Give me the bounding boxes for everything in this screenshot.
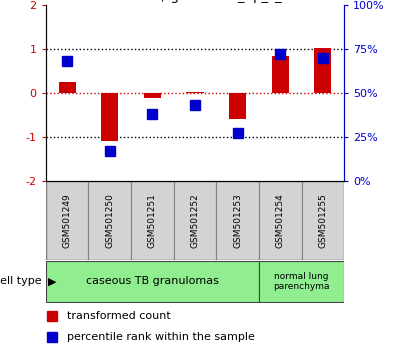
- Text: GSM501255: GSM501255: [318, 193, 328, 248]
- Text: GSM501252: GSM501252: [191, 193, 199, 248]
- Title: GDS4256 / g9966763_3p_s_at: GDS4256 / g9966763_3p_s_at: [95, 0, 295, 3]
- Bar: [314, 48, 332, 93]
- Text: percentile rank within the sample: percentile rank within the sample: [67, 332, 255, 342]
- Bar: [217, 181, 259, 260]
- Text: GSM501249: GSM501249: [62, 193, 72, 248]
- Bar: [88, 181, 131, 260]
- Text: cell type: cell type: [0, 276, 42, 286]
- Bar: [131, 181, 174, 260]
- Text: GSM501253: GSM501253: [233, 193, 242, 248]
- Text: normal lung
parenchyma: normal lung parenchyma: [273, 272, 330, 291]
- Bar: [144, 93, 161, 98]
- Bar: [272, 56, 289, 93]
- Text: GSM501254: GSM501254: [276, 193, 285, 248]
- Bar: [187, 92, 203, 93]
- Text: GSM501251: GSM501251: [148, 193, 157, 248]
- Text: GSM501250: GSM501250: [105, 193, 114, 248]
- Bar: [46, 181, 88, 260]
- Bar: [259, 261, 344, 302]
- Bar: [174, 181, 217, 260]
- Bar: [101, 93, 118, 141]
- Bar: [46, 261, 259, 302]
- Text: transformed count: transformed count: [67, 311, 170, 321]
- Bar: [229, 93, 246, 119]
- Bar: [59, 82, 76, 93]
- Bar: [259, 181, 302, 260]
- Text: caseous TB granulomas: caseous TB granulomas: [86, 276, 219, 286]
- Bar: [302, 181, 344, 260]
- Text: ▶: ▶: [48, 276, 56, 286]
